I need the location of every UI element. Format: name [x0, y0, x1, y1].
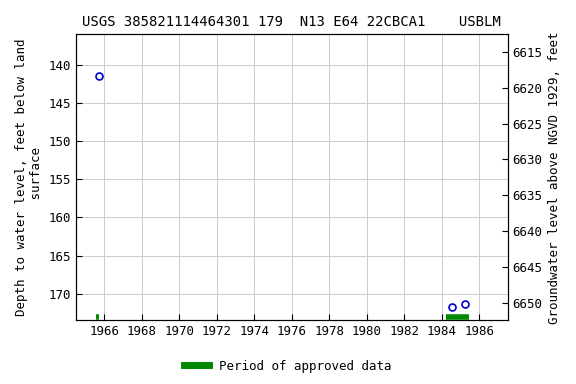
- Title: USGS 385821114464301 179  N13 E64 22CBCA1    USBLM: USGS 385821114464301 179 N13 E64 22CBCA1…: [82, 15, 501, 29]
- Y-axis label: Groundwater level above NGVD 1929, feet: Groundwater level above NGVD 1929, feet: [548, 31, 561, 324]
- Legend: Period of approved data: Period of approved data: [179, 355, 397, 378]
- Y-axis label: Depth to water level, feet below land
 surface: Depth to water level, feet below land su…: [15, 39, 43, 316]
